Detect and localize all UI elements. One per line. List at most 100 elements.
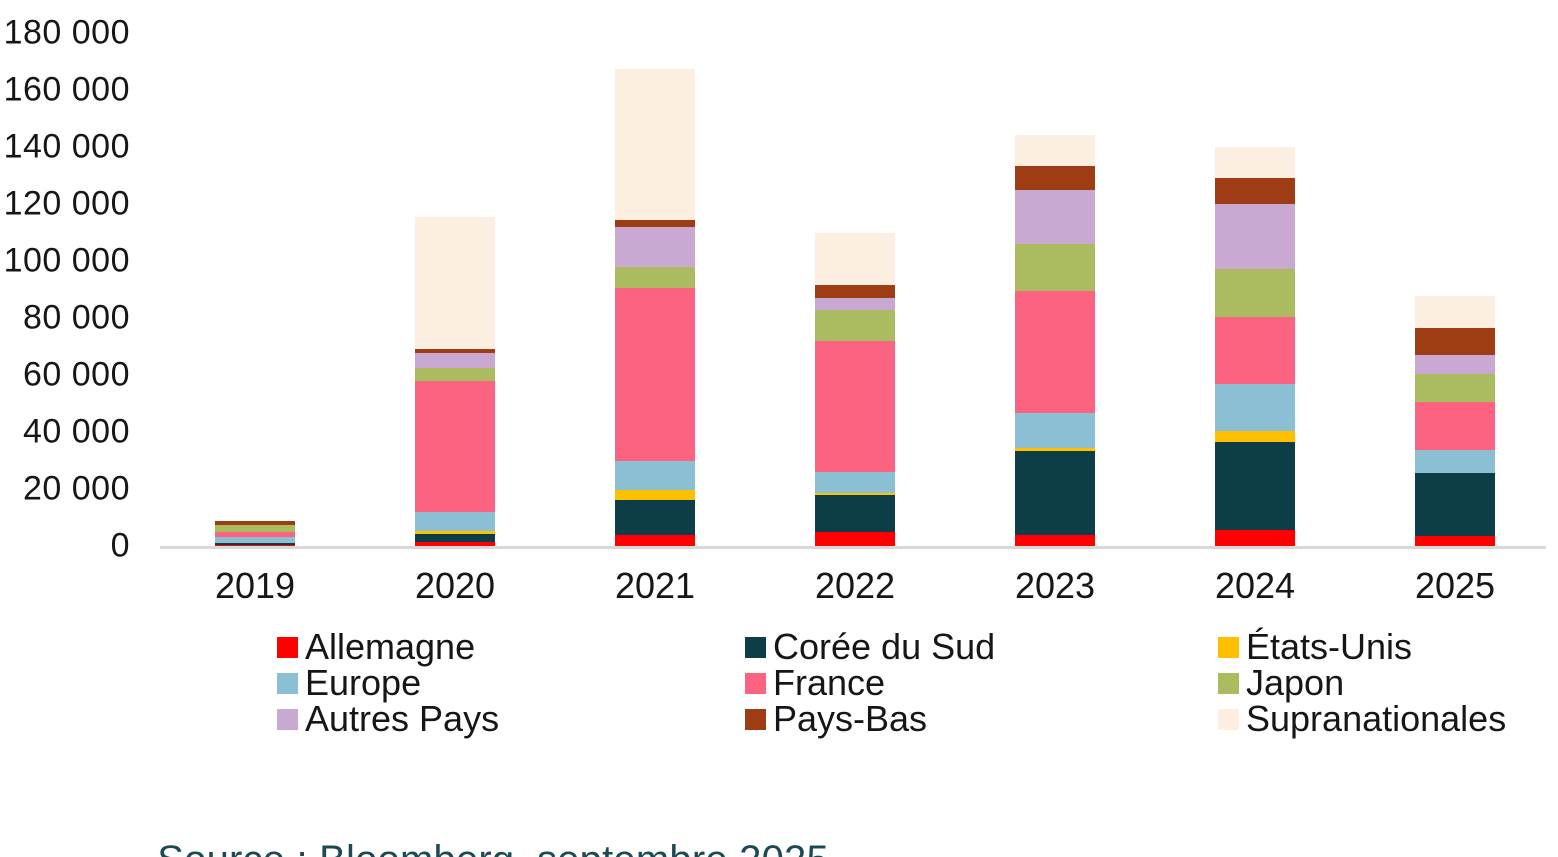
bar-segment-allemagne xyxy=(1015,534,1095,546)
legend-label: France xyxy=(773,662,886,703)
bar-segment-japon xyxy=(815,309,895,342)
bar-segment-france xyxy=(215,531,295,538)
legend-swatch-icon xyxy=(1218,636,1239,658)
bar-segment-corée-du-sud xyxy=(1415,472,1495,536)
legend-swatch-icon xyxy=(745,672,766,694)
x-axis-category-label: 2025 xyxy=(1414,565,1496,606)
plot-region xyxy=(160,33,1545,546)
bar-segment-europe xyxy=(1415,449,1495,473)
x-axis-category-label: 2022 xyxy=(814,565,896,606)
bar-segment-autres-pays xyxy=(1015,190,1095,244)
bar-segment-europe xyxy=(215,537,295,543)
legend-label: Autres Pays xyxy=(305,698,500,739)
bar-segment-supranationales xyxy=(1015,134,1095,167)
bar-segment-supranationales xyxy=(615,69,695,221)
bar-segment-japon xyxy=(215,524,295,532)
legend-item-japon: Japon xyxy=(1218,665,1547,701)
bar-segment-états-unis xyxy=(615,490,695,501)
legend-item-corée-du-sud: Corée du Sud xyxy=(745,629,1218,665)
legend-label: Supranationales xyxy=(1246,698,1507,739)
bar-segment-europe xyxy=(1215,384,1295,432)
bar-segment-pays-bas xyxy=(415,348,495,353)
legend-label: Japon xyxy=(1246,662,1345,703)
y-axis-tick-label: 20 000 xyxy=(23,469,130,508)
bar-segment-corée-du-sud xyxy=(415,534,495,542)
bar-segment-corée-du-sud xyxy=(815,494,895,532)
legend-swatch-icon xyxy=(745,636,766,658)
legend-item-europe: Europe xyxy=(277,665,745,701)
bar-segment-france xyxy=(1215,317,1295,385)
bar-segment-corée-du-sud xyxy=(1215,442,1295,531)
bar-segment-autres-pays xyxy=(1415,354,1495,374)
y-axis-tick-label: 100 000 xyxy=(3,241,130,280)
bar-2021 xyxy=(615,69,695,546)
bar-segment-japon xyxy=(1415,373,1495,402)
bar-segment-pays-bas xyxy=(1415,328,1495,355)
bar-segment-allemagne xyxy=(615,534,695,546)
legend-swatch-icon xyxy=(277,672,298,694)
bar-segment-autres-pays xyxy=(615,227,695,268)
legend-swatch-icon xyxy=(277,708,298,730)
source-note-misspelled-word: septembre xyxy=(537,838,728,857)
bar-segment-états-unis xyxy=(1215,431,1295,443)
bar-segment-supranationales xyxy=(1215,147,1295,179)
bar-2025 xyxy=(1415,295,1495,546)
x-axis-line xyxy=(160,546,1546,549)
bar-segment-europe xyxy=(1015,412,1095,448)
bar-2024 xyxy=(1215,147,1295,546)
y-axis-tick-label: 0 xyxy=(110,526,130,565)
bar-segment-corée-du-sud xyxy=(615,500,695,535)
legend-item-pays-bas: Pays-Bas xyxy=(745,701,1218,737)
bar-segment-pays-bas xyxy=(215,521,295,525)
bar-segment-europe xyxy=(615,460,695,491)
source-note-suffix: 2025 xyxy=(728,838,829,857)
y-axis-tick-label: 40 000 xyxy=(23,412,130,451)
bar-segment-france xyxy=(815,341,895,473)
bar-segment-états-unis xyxy=(1015,447,1095,452)
bar-segment-europe xyxy=(415,512,495,531)
bar-segment-supranationales xyxy=(415,217,495,349)
bar-segment-japon xyxy=(615,267,695,289)
bar-segment-corée-du-sud xyxy=(1015,451,1095,535)
legend-item-supranationales: Supranationales xyxy=(1218,701,1547,737)
legend-label: Corée du Sud xyxy=(773,626,996,667)
bar-segment-pays-bas xyxy=(1015,166,1095,191)
bar-segment-allemagne xyxy=(415,541,495,546)
bar-segment-pays-bas xyxy=(1215,178,1295,204)
legend-swatch-icon xyxy=(1218,672,1239,694)
legend-swatch-icon xyxy=(1218,708,1239,730)
bar-segment-états-unis xyxy=(415,530,495,535)
y-axis-tick-label: 140 000 xyxy=(3,127,130,166)
source-note: Source : Bloomberg, septembre 2025 xyxy=(112,793,829,857)
legend-item-allemagne: Allemagne xyxy=(277,629,745,665)
bar-segment-allemagne xyxy=(215,544,295,546)
x-axis-category-label: 2023 xyxy=(1014,565,1096,606)
legend: Allemagne Corée du Sud États-Unis Europe Fra… xyxy=(277,629,1547,737)
x-axis-category-label: 2020 xyxy=(414,565,496,606)
x-axis-category-label: 2019 xyxy=(214,565,296,606)
legend-item-états-unis: États-Unis xyxy=(1218,629,1547,665)
bar-segment-france xyxy=(1015,290,1095,413)
source-note-prefix: Source : Bloomberg, xyxy=(157,838,537,857)
bar-segment-états-unis xyxy=(815,492,895,495)
bar-2023 xyxy=(1015,134,1095,546)
bar-segment-supranationales xyxy=(815,233,895,285)
bar-segment-allemagne xyxy=(1415,535,1495,546)
bar-2020 xyxy=(415,217,495,546)
bar-2019 xyxy=(215,521,295,546)
legend-label: Allemagne xyxy=(305,626,476,667)
y-axis-tick-label: 60 000 xyxy=(23,355,130,394)
bar-2022 xyxy=(815,233,895,546)
bar-segment-france xyxy=(615,288,695,461)
bar-segment-japon xyxy=(1215,269,1295,318)
legend-label: Europe xyxy=(305,662,422,703)
x-axis-category-label: 2021 xyxy=(614,565,696,606)
legend-item-autres-pays: Autres Pays xyxy=(277,701,745,737)
bar-segment-pays-bas xyxy=(815,284,895,298)
bar-segment-autres-pays xyxy=(815,297,895,310)
y-axis-tick-label: 160 000 xyxy=(3,70,130,109)
legend-swatch-icon xyxy=(277,636,298,658)
bar-segment-supranationales xyxy=(1415,295,1495,329)
bar-segment-france xyxy=(1415,401,1495,450)
